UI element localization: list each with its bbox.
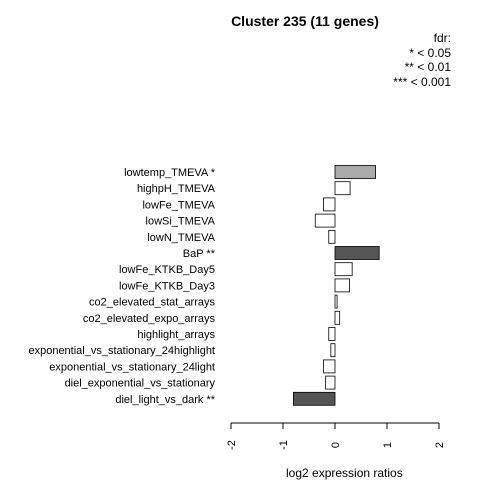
category-label: lowFe_KTKB_Day5 [119,264,215,276]
bar [325,375,336,390]
legend-entry-3: *** < 0.001 [393,74,451,89]
bar [328,229,336,244]
category-label: lowFe_KTKB_Day3 [119,280,215,292]
legend-entry-1: * < 0.05 [409,45,451,60]
category-label: co2_elevated_stat_arrays [89,297,215,309]
chart-title: Cluster 235 (11 genes) [231,13,379,29]
category-label: lowtemp_TMEVA * [124,167,216,179]
category-label: exponential_vs_stationary_24light [49,361,215,373]
category-label: diel_light_vs_dark ** [115,394,215,406]
bar [334,294,338,309]
x-tick-label: 0 [330,442,342,448]
bar [328,327,336,341]
category-label: highlight_arrays [137,329,215,341]
bar [334,262,353,277]
bar [334,165,376,179]
x-tick-label: -1 [278,440,290,450]
x-tick-label: 1 [382,442,394,448]
bar [314,213,336,228]
category-label: highpH_TMEVA [137,183,216,195]
legend-entry-2: ** < 0.01 [404,60,451,74]
bar [334,278,350,293]
category-label: exponential_vs_stationary_24highlight [28,345,215,357]
category-label: co2_elevated_expo_arrays [83,313,216,325]
bar [323,197,336,212]
bar [334,181,351,196]
category-label: BaP ** [183,248,216,260]
legend: fdr: * < 0.05 ** < 0.01 *** < 0.001 [393,31,451,89]
bar [330,343,336,358]
legend-title: fdr: [433,31,451,45]
category-label: lowSi_TMEVA [146,216,216,228]
x-axis-label: log2 expression ratios [286,466,403,480]
bar [334,246,380,260]
bar [292,391,336,406]
category-label: diel_exponential_vs_stationary [65,378,216,390]
bar [323,359,336,374]
bar [334,310,341,325]
category-label: lowFe_TMEVA [142,199,215,211]
x-tick-label: 2 [434,442,446,448]
x-tick-label: -2 [226,440,238,450]
category-label: lowN_TMEVA [147,232,215,244]
